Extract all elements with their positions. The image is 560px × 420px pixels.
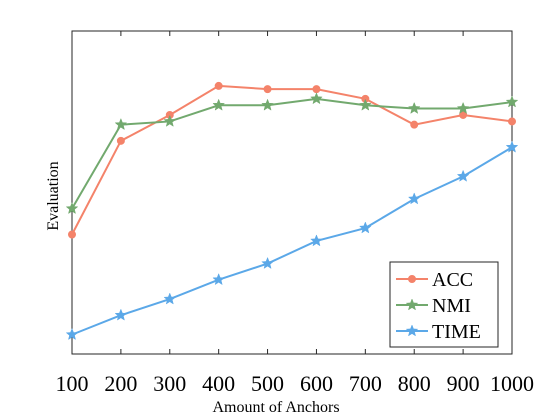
data-point-nmi xyxy=(456,101,470,114)
series-acc xyxy=(68,81,516,239)
data-point-nmi xyxy=(261,98,274,111)
data-point-acc xyxy=(214,81,223,90)
x-axis-tick-labels: 100 200 300 400 500 600 700 800 900 1000 xyxy=(56,371,535,396)
data-point-acc xyxy=(459,110,468,119)
legend-marker xyxy=(405,324,419,337)
x-tick-label: 600 xyxy=(300,371,333,396)
data-point-acc xyxy=(263,85,272,94)
series-nmi xyxy=(65,92,519,215)
series-line-nmi xyxy=(71,97,513,210)
data-point-acc xyxy=(410,120,419,129)
legend-marker xyxy=(405,298,419,311)
series-time xyxy=(65,140,519,341)
x-tick-label: 100 xyxy=(56,371,89,396)
x-axis-label: Amount of Anchors xyxy=(212,399,339,416)
data-point-time xyxy=(261,256,274,269)
legend-item-acc: ACC xyxy=(396,269,473,291)
x-tick-label: 800 xyxy=(398,371,431,396)
data-point-acc xyxy=(68,230,76,239)
x-axis-ticks xyxy=(71,31,513,354)
data-point-nmi xyxy=(212,98,226,111)
data-point-nmi xyxy=(505,95,519,108)
series-line-time xyxy=(71,146,513,336)
series-line-acc xyxy=(71,84,513,235)
data-point-nmi xyxy=(65,201,79,215)
legend-item-nmi: NMI xyxy=(396,295,471,317)
legend-label: NMI xyxy=(432,295,471,317)
data-point-nmi xyxy=(114,117,128,131)
x-tick-label: 400 xyxy=(202,371,235,396)
legend-label: TIME xyxy=(432,321,481,343)
data-point-time xyxy=(212,273,226,286)
data-point-time xyxy=(358,221,372,234)
x-tick-label: 900 xyxy=(447,371,480,396)
x-tick-label: 300 xyxy=(153,371,186,396)
data-point-time xyxy=(505,140,519,153)
data-point-time xyxy=(65,327,79,341)
data-point-time xyxy=(456,169,470,182)
y-axis-label: Evaluation xyxy=(45,161,62,230)
data-point-nmi xyxy=(358,98,372,111)
legend-marker xyxy=(408,275,416,283)
data-point-acc xyxy=(116,136,125,145)
data-point-time xyxy=(407,192,421,205)
x-tick-label: 1000 xyxy=(490,371,534,396)
data-point-acc xyxy=(312,85,321,94)
x-tick-label: 200 xyxy=(104,371,137,396)
data-point-time xyxy=(310,234,323,247)
data-point-time xyxy=(163,292,177,305)
x-tick-label: 700 xyxy=(349,371,382,396)
legend: ACC NMI TIME xyxy=(389,261,499,348)
data-point-nmi xyxy=(163,114,177,127)
data-point-nmi xyxy=(407,101,421,114)
legend-item-time: TIME xyxy=(396,321,481,343)
series-layer xyxy=(65,81,519,341)
data-point-acc xyxy=(508,117,516,126)
plot-frame xyxy=(71,30,513,355)
x-tick-label: 500 xyxy=(251,371,284,396)
data-point-nmi xyxy=(310,92,323,105)
legend-label: ACC xyxy=(432,269,473,291)
data-point-time xyxy=(114,308,128,321)
